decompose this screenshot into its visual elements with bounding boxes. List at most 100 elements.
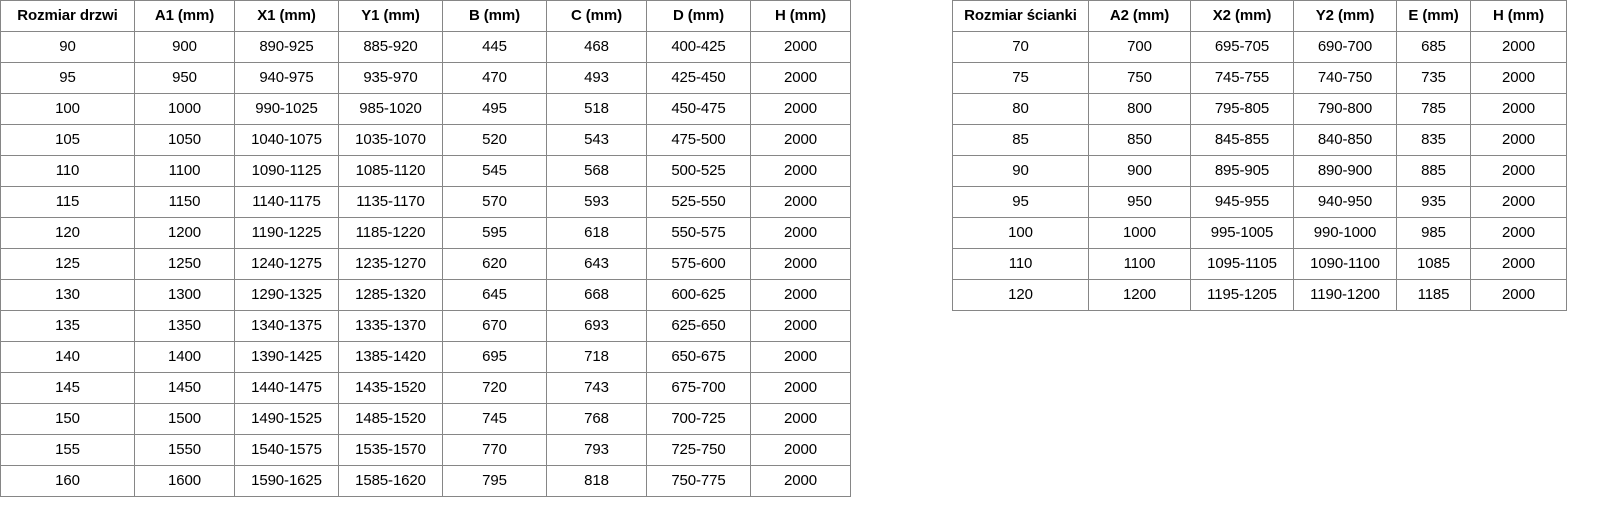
table-cell: 160: [0, 465, 135, 497]
table-cell: 1190-1225: [234, 217, 339, 249]
column-header-x2: X2 (mm): [1190, 0, 1294, 32]
table-cell: 2000: [750, 155, 851, 187]
table-cell: 470: [442, 62, 547, 94]
table-cell: 2000: [750, 62, 851, 94]
table-row: 90 900 895-905 890-900 885 2000: [952, 155, 1567, 187]
table-cell: 1185: [1396, 279, 1471, 311]
table-cell: 1435-1520: [338, 372, 443, 404]
table-cell: 520: [442, 124, 547, 156]
table-cell: 495: [442, 93, 547, 125]
table-cell: 120: [0, 217, 135, 249]
table-cell: 1385-1420: [338, 341, 443, 373]
table-cell: 1085: [1396, 248, 1471, 280]
table-cell: 575-600: [646, 248, 751, 280]
table-cell: 885: [1396, 155, 1471, 187]
table-cell: 1190-1200: [1293, 279, 1397, 311]
table-cell: 718: [546, 341, 647, 373]
table-cell: 493: [546, 62, 647, 94]
table-cell: 900: [1088, 155, 1191, 187]
table-cell: 1585-1620: [338, 465, 443, 497]
table-cell: 568: [546, 155, 647, 187]
table-cell: 90: [0, 31, 135, 63]
table-cell: 740-750: [1293, 62, 1397, 94]
table-cell: 795: [442, 465, 547, 497]
column-header-a2: A2 (mm): [1088, 0, 1191, 32]
table-cell: 890-900: [1293, 155, 1397, 187]
table-cell: 850: [1088, 124, 1191, 156]
table-cell: 790-800: [1293, 93, 1397, 125]
table-cell: 1450: [134, 372, 235, 404]
table-cell: 1040-1075: [234, 124, 339, 156]
table-cell: 785: [1396, 93, 1471, 125]
table-cell: 1600: [134, 465, 235, 497]
table-cell: 2000: [750, 31, 851, 63]
table-cell: 600-625: [646, 279, 751, 311]
column-header-h: H (mm): [1470, 0, 1567, 32]
table-cell: 2000: [750, 465, 851, 497]
table-cell: 945-955: [1190, 186, 1294, 218]
table-cell: 570: [442, 186, 547, 218]
table-cell: 525-550: [646, 186, 751, 218]
table-cell: 95: [952, 186, 1089, 218]
table-row: 100 1000 990-1025 985-1020 495 518 450-475 2000: [0, 93, 851, 125]
doors-table-body: 90 900 890-925 885-920 445 468 400-425 2000 95 95…: [0, 31, 851, 497]
table-cell: 2000: [750, 341, 851, 373]
table-cell: 700-725: [646, 403, 751, 435]
table-cell: 685: [1396, 31, 1471, 63]
table-cell: 100: [952, 217, 1089, 249]
table-cell: 1235-1270: [338, 248, 443, 280]
table-row: 155 1550 1540-1575 1535-1570 770 793 725-750 20…: [0, 434, 851, 466]
table-cell: 695-705: [1190, 31, 1294, 63]
table-cell: 2000: [1470, 155, 1567, 187]
table-row: 160 1600 1590-1625 1585-1620 795 818 750-775 20…: [0, 465, 851, 497]
column-header-b: B (mm): [442, 0, 547, 32]
table-cell: 1200: [134, 217, 235, 249]
doors-table-container: Rozmiar drzwi A1 (mm) X1 (mm) Y1 (mm) B …: [0, 0, 851, 497]
column-header-y1: Y1 (mm): [338, 0, 443, 32]
table-cell: 2000: [1470, 279, 1567, 311]
table-cell: 1000: [1088, 217, 1191, 249]
table-cell: 935-970: [338, 62, 443, 94]
table-cell: 595: [442, 217, 547, 249]
table-cell: 145: [0, 372, 135, 404]
table-cell: 1390-1425: [234, 341, 339, 373]
table-cell: 668: [546, 279, 647, 311]
table-row: 150 1500 1490-1525 1485-1520 745 768 700-725 20…: [0, 403, 851, 435]
table-cell: 750: [1088, 62, 1191, 94]
column-header-rozmiar-scianki: Rozmiar ścianki: [952, 0, 1089, 32]
table-row: 75 750 745-755 740-750 735 2000: [952, 62, 1567, 94]
table-cell: 940-975: [234, 62, 339, 94]
table-cell: 80: [952, 93, 1089, 125]
table-cell: 2000: [1470, 62, 1567, 94]
table-cell: 1200: [1088, 279, 1191, 311]
doors-table-header: Rozmiar drzwi A1 (mm) X1 (mm) Y1 (mm) B …: [0, 0, 851, 32]
table-row: 70 700 695-705 690-700 685 2000: [952, 31, 1567, 63]
table-cell: 1140-1175: [234, 186, 339, 218]
table-cell: 793: [546, 434, 647, 466]
table-cell: 1090-1100: [1293, 248, 1397, 280]
table-row: 120 1200 1190-1225 1185-1220 595 618 550-575 20…: [0, 217, 851, 249]
table-cell: 85: [952, 124, 1089, 156]
table-cell: 650-675: [646, 341, 751, 373]
column-header-rozmiar-drzwi: Rozmiar drzwi: [0, 0, 135, 32]
table-cell: 620: [442, 248, 547, 280]
table-cell: 450-475: [646, 93, 751, 125]
table-cell: 720: [442, 372, 547, 404]
table-row: 130 1300 1290-1325 1285-1320 645 668 600-625 20…: [0, 279, 851, 311]
table-cell: 990-1025: [234, 93, 339, 125]
table-cell: 425-450: [646, 62, 751, 94]
table-header-row: Rozmiar drzwi A1 (mm) X1 (mm) Y1 (mm) B …: [0, 0, 851, 32]
table-cell: 835: [1396, 124, 1471, 156]
table-cell: 1100: [1088, 248, 1191, 280]
column-header-e: E (mm): [1396, 0, 1471, 32]
table-cell: 745-755: [1190, 62, 1294, 94]
walls-dimension-table: Rozmiar ścianki A2 (mm) X2 (mm) Y2 (mm) …: [952, 0, 1567, 311]
table-cell: 693: [546, 310, 647, 342]
table-cell: 100: [0, 93, 135, 125]
table-cell: 1250: [134, 248, 235, 280]
table-cell: 725-750: [646, 434, 751, 466]
walls-table-header: Rozmiar ścianki A2 (mm) X2 (mm) Y2 (mm) …: [952, 0, 1567, 32]
table-row: 135 1350 1340-1375 1335-1370 670 693 625-650 20…: [0, 310, 851, 342]
table-cell: 125: [0, 248, 135, 280]
table-cell: 935: [1396, 186, 1471, 218]
